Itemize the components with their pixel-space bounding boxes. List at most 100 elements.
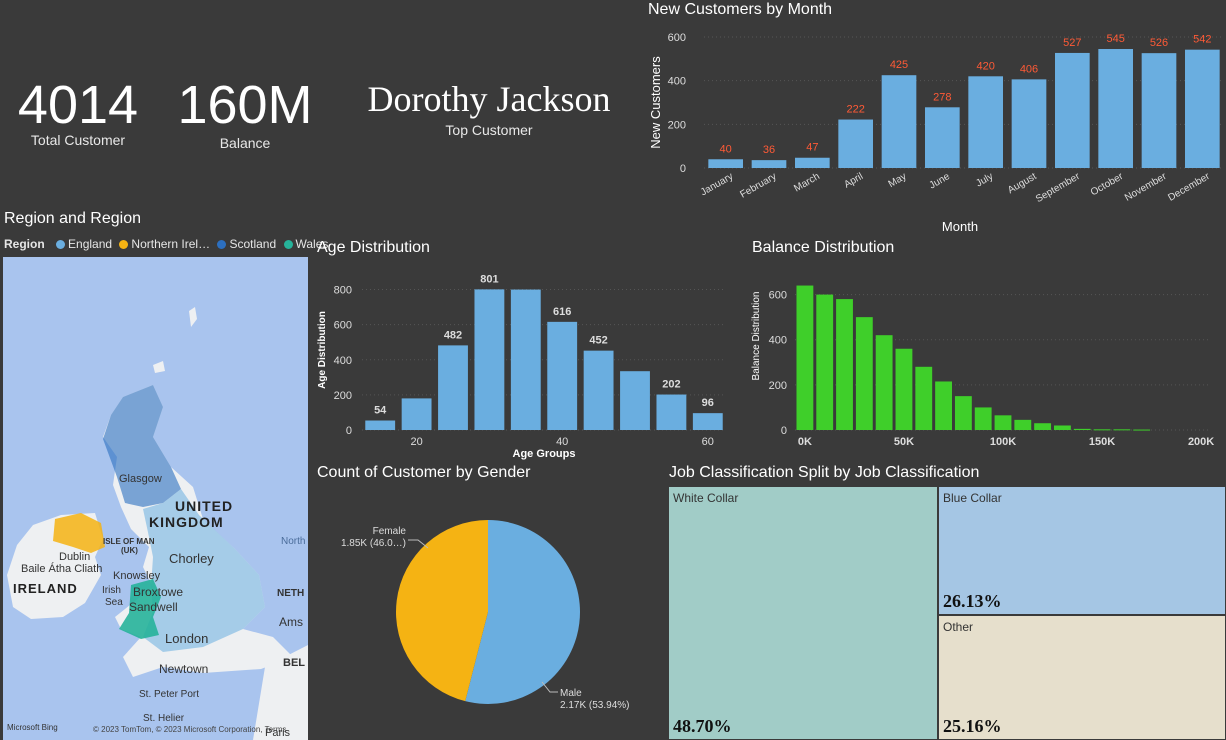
bar xyxy=(583,350,614,430)
data-label: 452 xyxy=(589,335,607,347)
label-sandwell: Sandwell xyxy=(129,600,178,614)
label-baile: Baile Átha Cliath xyxy=(21,563,103,575)
kpi-top-customer-label: Top Customer xyxy=(445,122,533,138)
bar xyxy=(365,420,396,430)
map-shapes xyxy=(7,307,308,740)
treemap-blue-collar-name: Blue Collar xyxy=(943,491,1002,505)
label-sea: Sea xyxy=(105,597,123,608)
data-label: 482 xyxy=(444,329,462,341)
bar xyxy=(1185,49,1220,169)
label-st-peter-port: St. Peter Port xyxy=(139,689,200,700)
gender-title: Count of Customer by Gender xyxy=(317,464,531,481)
data-label: 54 xyxy=(374,405,387,417)
data-label: 40 xyxy=(720,143,732,155)
region-map[interactable]: UNITED KINGDOM IRELAND Glasgow Dublin Ba… xyxy=(3,257,308,740)
x-tick-label: 20 xyxy=(410,436,422,448)
x-tick-label: February xyxy=(738,171,778,201)
x-tick-label: January xyxy=(699,171,735,198)
age-chart[interactable]: 0 200 400 600 800 54 482 801 616 452 202 96 20 40 60 Ag… xyxy=(310,262,730,462)
kpi-total-customer-value: 4014 xyxy=(17,75,139,135)
y-tick-label: 400 xyxy=(668,76,686,88)
legend-scotland[interactable]: Scotland xyxy=(229,237,277,251)
pie-label-name: Male xyxy=(560,688,582,699)
label-neth: NETH xyxy=(277,588,305,599)
y-tick-label: 400 xyxy=(334,355,352,367)
y-tick-label: 0 xyxy=(346,425,352,437)
label-irish: Irish xyxy=(102,585,121,596)
y-tick-label: 600 xyxy=(334,320,352,332)
bar xyxy=(1093,429,1111,431)
legend-dot-northern-ireland xyxy=(119,240,129,249)
bar xyxy=(795,157,830,168)
wales-region xyxy=(119,579,161,639)
bar xyxy=(510,289,541,430)
job-treemap[interactable]: White Collar 48.70% Blue Collar 26.13% O… xyxy=(668,486,1226,740)
map-title: Region and Region xyxy=(4,210,141,227)
y-tick-label: 0 xyxy=(680,163,686,175)
bar xyxy=(1098,49,1133,168)
x-axis-label: Month xyxy=(942,219,978,234)
bar xyxy=(895,348,913,430)
data-label: 545 xyxy=(1106,33,1124,45)
balance-chart[interactable]: 0 200 400 600 0K 50K 100K 150K 200K Balance Distr… xyxy=(745,262,1226,452)
bar xyxy=(1073,428,1091,430)
bar xyxy=(708,159,743,168)
x-tick-label: November xyxy=(1123,171,1169,204)
label-uk: (UK) xyxy=(121,546,138,555)
y-axis-label: Age Distribution xyxy=(317,311,328,389)
leader-line xyxy=(541,681,558,693)
data-label: 801 xyxy=(480,273,498,285)
bar xyxy=(875,335,893,430)
pie-label-value: 1.85K (46.0…) xyxy=(341,538,406,549)
new-customers-chart[interactable]: 0 200 400 600 40 January 36 February 47 March 222 A… xyxy=(640,20,1226,238)
treemap-other[interactable]: Other 25.16% xyxy=(938,615,1226,740)
bar xyxy=(692,413,723,430)
legend-northern-ireland[interactable]: Northern Irel… xyxy=(131,237,211,251)
legend-wales[interactable]: Wales xyxy=(295,237,329,251)
northern-ireland-region xyxy=(53,513,105,553)
y-tick-label: 200 xyxy=(668,119,686,131)
bar xyxy=(1034,423,1052,430)
bar xyxy=(620,371,650,430)
y-tick-label: 800 xyxy=(334,285,352,297)
bar xyxy=(925,107,960,168)
treemap-blue-collar[interactable]: Blue Collar 26.13% xyxy=(938,486,1226,615)
bar xyxy=(1133,429,1151,431)
bar xyxy=(994,415,1012,430)
map-attribution[interactable]: © 2023 TomTom, © 2023 Microsoft Corporat… xyxy=(93,725,287,734)
x-tick-label: 150K xyxy=(1089,436,1115,448)
bar xyxy=(1014,419,1032,430)
x-tick-label: September xyxy=(1034,171,1082,205)
x-tick-label: 60 xyxy=(702,436,714,448)
kpi-balance: 160M Balance xyxy=(166,78,324,151)
label-ams: Ams xyxy=(279,615,303,629)
label-london: London xyxy=(165,631,209,646)
x-tick-label: 50K xyxy=(894,436,914,448)
data-label: 406 xyxy=(1020,63,1038,75)
x-tick-label: 100K xyxy=(990,436,1016,448)
treemap-white-collar-pct: 48.70% xyxy=(673,716,732,736)
bar xyxy=(935,381,952,430)
bar xyxy=(855,317,873,430)
bar xyxy=(474,289,505,430)
x-tick-label: March xyxy=(792,171,822,194)
data-label: 222 xyxy=(846,104,864,116)
x-tick-label: August xyxy=(1006,171,1039,196)
data-label: 526 xyxy=(1150,37,1168,49)
treemap-blue-collar-pct: 26.13% xyxy=(943,591,1002,611)
legend-dot-england xyxy=(56,240,66,249)
kpi-total-customer: 4014 Total Customer xyxy=(0,78,156,148)
legend-dot-scotland xyxy=(217,240,227,249)
job-title: Job Classification Split by Job Classifi… xyxy=(669,464,980,481)
legend-england[interactable]: England xyxy=(68,237,113,251)
x-tick-label: May xyxy=(887,171,909,190)
label-dublin: Dublin xyxy=(59,551,91,563)
label-newtown: Newtown xyxy=(159,662,209,676)
kpi-total-customer-label: Total Customer xyxy=(30,132,126,148)
label-bel: BEL xyxy=(283,657,305,669)
bar xyxy=(1011,79,1047,168)
data-label: 420 xyxy=(976,60,994,72)
x-tick-label: 200K xyxy=(1188,436,1214,448)
treemap-white-collar[interactable]: White Collar 48.70% xyxy=(668,486,938,740)
